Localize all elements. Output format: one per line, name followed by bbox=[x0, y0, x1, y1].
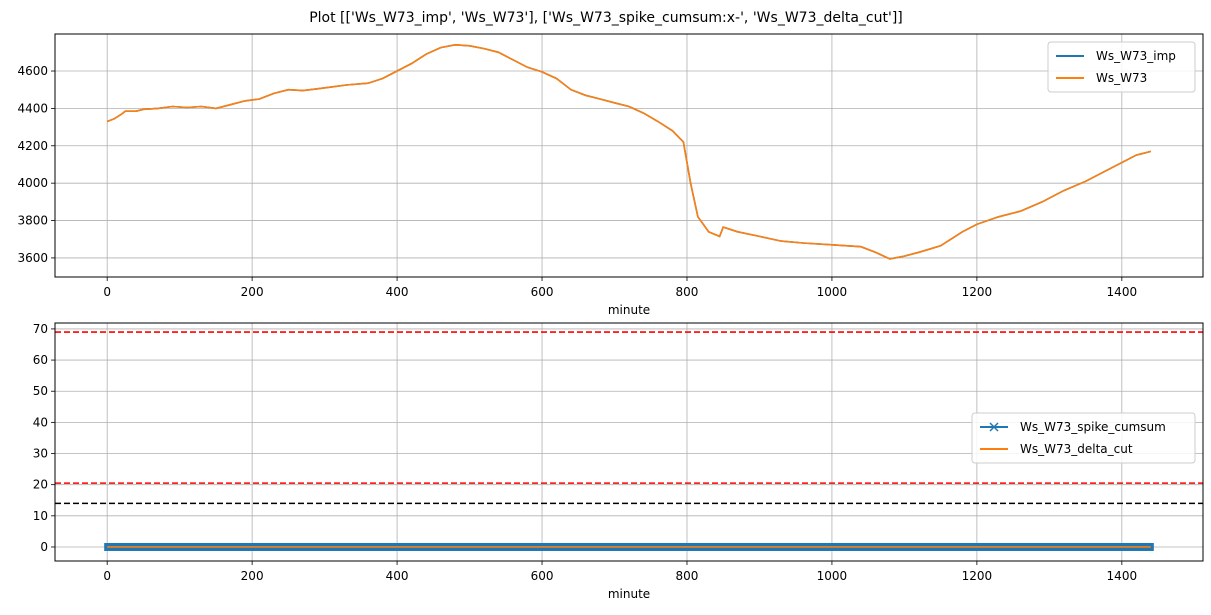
y-tick-label: 50 bbox=[33, 384, 48, 398]
x-tick-label: 1400 bbox=[1107, 285, 1138, 299]
x-tick-label: 600 bbox=[531, 285, 554, 299]
y-tick-label: 3600 bbox=[17, 251, 48, 265]
top-axes: 0 200 400 600 800 1000 1200 1400 3600 3800 4000 420… bbox=[17, 33, 1204, 317]
plot-area bbox=[55, 331, 1203, 551]
y-tick-label: 4000 bbox=[17, 176, 48, 190]
x-tick-label: 1000 bbox=[817, 569, 848, 583]
series-line-Ws_W73_imp bbox=[106, 43, 1151, 260]
x-tick-label: 1000 bbox=[817, 285, 848, 299]
series-line-Ws_W73 bbox=[106, 43, 1151, 260]
y-tick-label: 20 bbox=[33, 478, 48, 492]
x-tick-label: 1400 bbox=[1107, 569, 1138, 583]
legend bbox=[971, 412, 1196, 464]
y-tick-label: 4200 bbox=[17, 139, 48, 153]
x-tick-label: 200 bbox=[241, 285, 264, 299]
y-tick-label: 4600 bbox=[17, 64, 48, 78]
legend bbox=[1047, 41, 1196, 93]
x-tick-label: 0 bbox=[103, 285, 111, 299]
x-axis-label: minute bbox=[608, 587, 650, 601]
plot-area bbox=[106, 43, 1151, 260]
x-axis-label: minute bbox=[608, 303, 650, 317]
bottom-axes: 0 200 400 600 800 1000 1200 1400 0 10 20 30 40 50 60 70… bbox=[33, 322, 1204, 601]
y-tick-label: 0 bbox=[40, 540, 48, 554]
figure-title: Plot [['Ws_W73_imp', 'Ws_W73'], ['Ws_W73… bbox=[309, 10, 903, 26]
x-tick-label: 1200 bbox=[962, 569, 993, 583]
y-tick-label: 4400 bbox=[17, 101, 48, 115]
legend-label: Ws_W73 bbox=[1096, 71, 1147, 85]
x-tick-label: 0 bbox=[103, 569, 111, 583]
y-tick-label: 60 bbox=[33, 353, 48, 367]
x-tick-label: 400 bbox=[386, 285, 409, 299]
axes-frame bbox=[54, 33, 1204, 278]
y-tick-label: 30 bbox=[33, 447, 48, 461]
x-tick-label: 1200 bbox=[962, 285, 993, 299]
y-tick-label: 10 bbox=[33, 509, 48, 523]
x-tick-label: 800 bbox=[676, 285, 699, 299]
y-tick-label: 70 bbox=[33, 322, 48, 336]
x-tick-label: 800 bbox=[676, 569, 699, 583]
legend-label: Ws_W73_spike_cumsum bbox=[1020, 420, 1166, 434]
legend-marker-x-icon bbox=[989, 422, 999, 432]
x-tick-label: 400 bbox=[386, 569, 409, 583]
y-tick-label: 40 bbox=[33, 415, 48, 429]
legend-label: Ws_W73_imp bbox=[1096, 49, 1176, 63]
y-tick-label: 3800 bbox=[17, 214, 48, 228]
x-tick-label: 200 bbox=[241, 569, 264, 583]
x-tick-label: 600 bbox=[531, 569, 554, 583]
legend-label: Ws_W73_delta_cut bbox=[1020, 442, 1133, 456]
axes-frame bbox=[54, 322, 1204, 562]
